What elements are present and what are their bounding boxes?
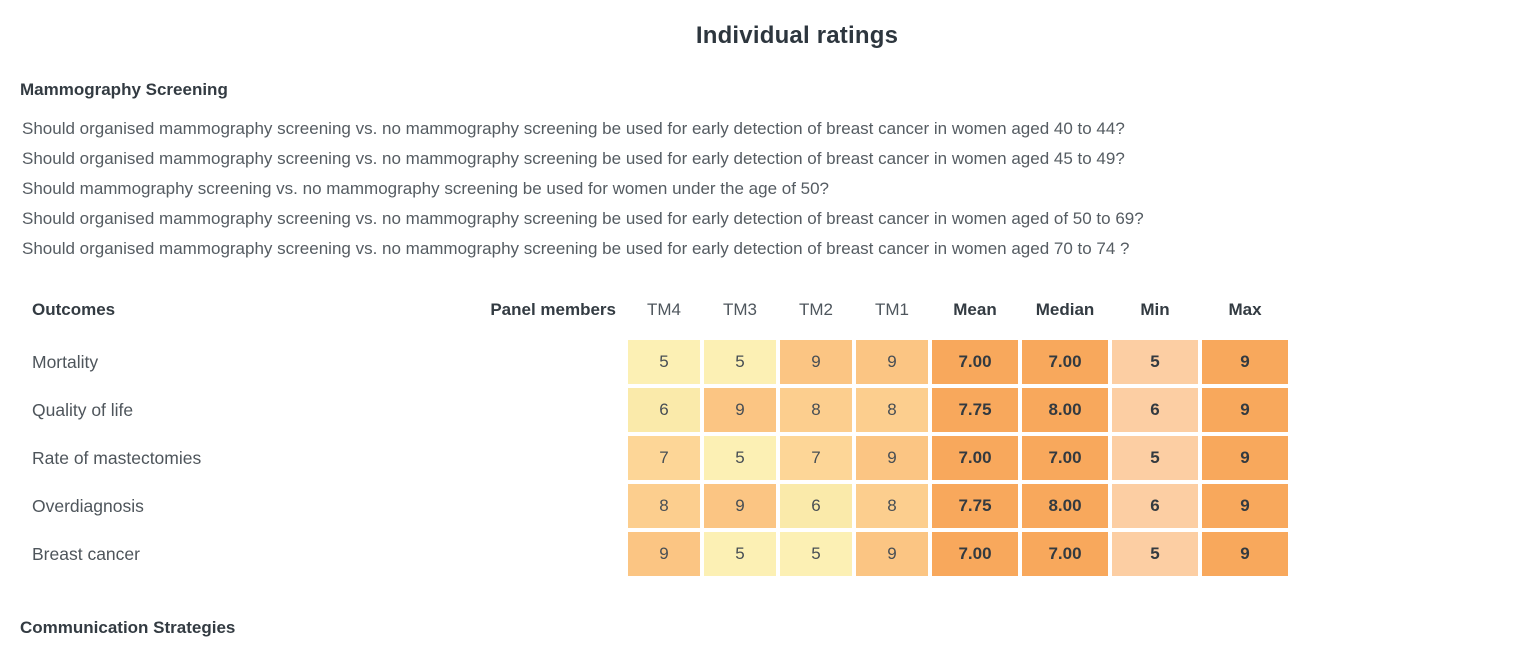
stat-cell: 8.00 bbox=[1022, 484, 1108, 528]
tm-rating-cell: 5 bbox=[628, 340, 700, 384]
stat-cell: 7.00 bbox=[1022, 436, 1108, 480]
tm-rating-cell: 9 bbox=[856, 340, 928, 384]
column-header-stat: Mean bbox=[953, 300, 997, 319]
stat-cell: 7.00 bbox=[1022, 340, 1108, 384]
table-row: Breast cancer 9 5 5 9 7.00 7.00 5 9 bbox=[20, 532, 1519, 576]
outcome-label: Quality of life bbox=[32, 399, 134, 420]
question-line: Should mammography screening vs. no mamm… bbox=[22, 179, 830, 198]
page-title: Individual ratings bbox=[695, 22, 899, 49]
stat-cell: 7.75 bbox=[932, 484, 1018, 528]
table-header-row: Outcomes Panel members TM4 TM3 TM2 TM1 Mean M… bbox=[20, 290, 1519, 330]
tm-rating-cell: 9 bbox=[780, 340, 852, 384]
stat-cell: 5 bbox=[1112, 532, 1198, 576]
column-header-tm: TM4 bbox=[647, 300, 681, 319]
table-row: Overdiagnosis 8 9 6 8 7.75 8.00 6 9 bbox=[20, 484, 1519, 528]
stat-cell: 9 bbox=[1202, 340, 1288, 384]
table-body: Mortality 5 5 9 9 7.00 7.00 5 9 Quality of life 6 9… bbox=[20, 340, 1519, 576]
ratings-table: Outcomes Panel members TM4 TM3 TM2 TM1 Mean M… bbox=[20, 290, 1519, 576]
tm-rating-cell: 7 bbox=[780, 436, 852, 480]
tm-rating-cell: 5 bbox=[704, 436, 776, 480]
question-list: Should organised mammography screening v… bbox=[22, 114, 1519, 264]
tm-rating-cell: 6 bbox=[780, 484, 852, 528]
tm-rating-cell: 9 bbox=[704, 484, 776, 528]
stat-cell: 6 bbox=[1112, 388, 1198, 432]
table-row: Rate of mastectomies 7 5 7 9 7.00 7.00 5 9 bbox=[20, 436, 1519, 480]
stat-cell: 9 bbox=[1202, 532, 1288, 576]
column-header-outcomes: Outcomes bbox=[32, 300, 116, 319]
column-header-stat: Min bbox=[1140, 300, 1170, 319]
outcome-label: Mortality bbox=[32, 351, 99, 372]
stat-cell: 5 bbox=[1112, 340, 1198, 384]
section-heading-mammography: Mammography Screening bbox=[20, 80, 228, 99]
question-line: Should organised mammography screening v… bbox=[22, 119, 1125, 138]
stat-cell: 8.00 bbox=[1022, 388, 1108, 432]
tm-rating-cell: 8 bbox=[856, 388, 928, 432]
column-header-stat: Median bbox=[1035, 300, 1095, 319]
column-header-tm: TM1 bbox=[875, 300, 909, 319]
table-row: Mortality 5 5 9 9 7.00 7.00 5 9 bbox=[20, 340, 1519, 384]
column-header-panel-members: Panel members bbox=[490, 300, 616, 319]
section-heading-communication: Communication Strategies bbox=[20, 618, 236, 637]
stat-cell: 5 bbox=[1112, 436, 1198, 480]
outcome-label: Rate of mastectomies bbox=[32, 447, 202, 468]
tm-rating-cell: 5 bbox=[704, 532, 776, 576]
tm-rating-cell: 8 bbox=[628, 484, 700, 528]
tm-rating-cell: 9 bbox=[856, 532, 928, 576]
tm-rating-cell: 7 bbox=[628, 436, 700, 480]
outcome-label: Breast cancer bbox=[32, 543, 140, 564]
question-line: Should organised mammography screening v… bbox=[22, 209, 1144, 228]
table-row: Quality of life 6 9 8 8 7.75 8.00 6 9 bbox=[20, 388, 1519, 432]
tm-rating-cell: 9 bbox=[704, 388, 776, 432]
stat-cell: 9 bbox=[1202, 484, 1288, 528]
tm-rating-cell: 9 bbox=[856, 436, 928, 480]
stat-cell: 7.00 bbox=[932, 436, 1018, 480]
stat-cell: 9 bbox=[1202, 388, 1288, 432]
tm-rating-cell: 9 bbox=[628, 532, 700, 576]
stat-cell: 6 bbox=[1112, 484, 1198, 528]
outcome-label: Overdiagnosis bbox=[32, 495, 144, 516]
stat-cell: 7.00 bbox=[932, 340, 1018, 384]
question-line: Should organised mammography screening v… bbox=[22, 239, 1130, 258]
tm-rating-cell: 8 bbox=[856, 484, 928, 528]
tm-rating-cell: 6 bbox=[628, 388, 700, 432]
tm-rating-cell: 8 bbox=[780, 388, 852, 432]
stat-cell: 7.75 bbox=[932, 388, 1018, 432]
column-header-tm: TM3 bbox=[723, 300, 757, 319]
tm-rating-cell: 5 bbox=[704, 340, 776, 384]
question-line: Should organised mammography screening v… bbox=[22, 149, 1125, 168]
stat-cell: 9 bbox=[1202, 436, 1288, 480]
stat-cell: 7.00 bbox=[1022, 532, 1108, 576]
column-header-tm: TM2 bbox=[799, 300, 833, 319]
stat-cell: 7.00 bbox=[932, 532, 1018, 576]
tm-rating-cell: 5 bbox=[780, 532, 852, 576]
column-header-stat: Max bbox=[1228, 300, 1262, 319]
